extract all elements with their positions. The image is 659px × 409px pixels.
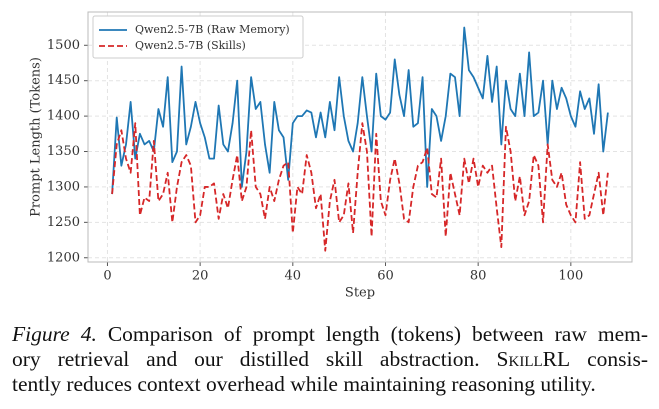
legend-box: [92, 15, 304, 59]
y-tick-label: 1200: [47, 250, 80, 265]
series-line: [111, 122, 609, 252]
caption-line: ory retrieval and our distilled skill ab…: [12, 347, 648, 372]
caption-line: tently reduces context overhead while ma…: [12, 372, 648, 397]
method-name: SkillRL: [496, 347, 571, 371]
x-axis-label: Step: [345, 286, 375, 301]
x-tick-label: 20: [192, 269, 209, 284]
caption: Figure 4. Comparison of prompt length (t…: [12, 322, 648, 397]
y-tick-label: 1450: [47, 73, 80, 88]
y-tick-label: 1250: [47, 215, 80, 230]
x-tick-label: 60: [377, 269, 394, 284]
x-tick-label: 80: [470, 269, 487, 284]
caption-text: ory retrieval and our distilled skill ab…: [12, 347, 480, 371]
plot-frame: [87, 11, 633, 263]
x-tick-label: 100: [558, 269, 583, 284]
y-tick-label: 1350: [47, 144, 80, 159]
y-tick-label: 1500: [47, 38, 80, 53]
y-axis-label: Prompt Length (Tokens): [29, 57, 44, 217]
y-tick-label: 1300: [47, 179, 80, 194]
caption-label: Figure 4.: [12, 322, 97, 346]
caption-text: Comparison of prompt length (tokens) bet…: [107, 322, 648, 346]
caption-text: tently reduces context overhead while ma…: [12, 372, 596, 396]
y-tick-label: 1400: [47, 109, 80, 124]
legend-label: Qwen2.5-7B (Skills): [135, 39, 246, 52]
caption-text: consis-: [587, 347, 648, 371]
x-tick-label: 40: [285, 269, 302, 284]
series-line: [111, 26, 609, 195]
chart: Step Prompt Length (Tokens) 1200 1250 1300…: [29, 11, 633, 301]
caption-line: Figure 4. Comparison of prompt length (t…: [12, 322, 648, 347]
x-tick-label: 0: [103, 269, 111, 284]
legend-label: Qwen2.5-7B (Raw Memory): [135, 23, 290, 36]
